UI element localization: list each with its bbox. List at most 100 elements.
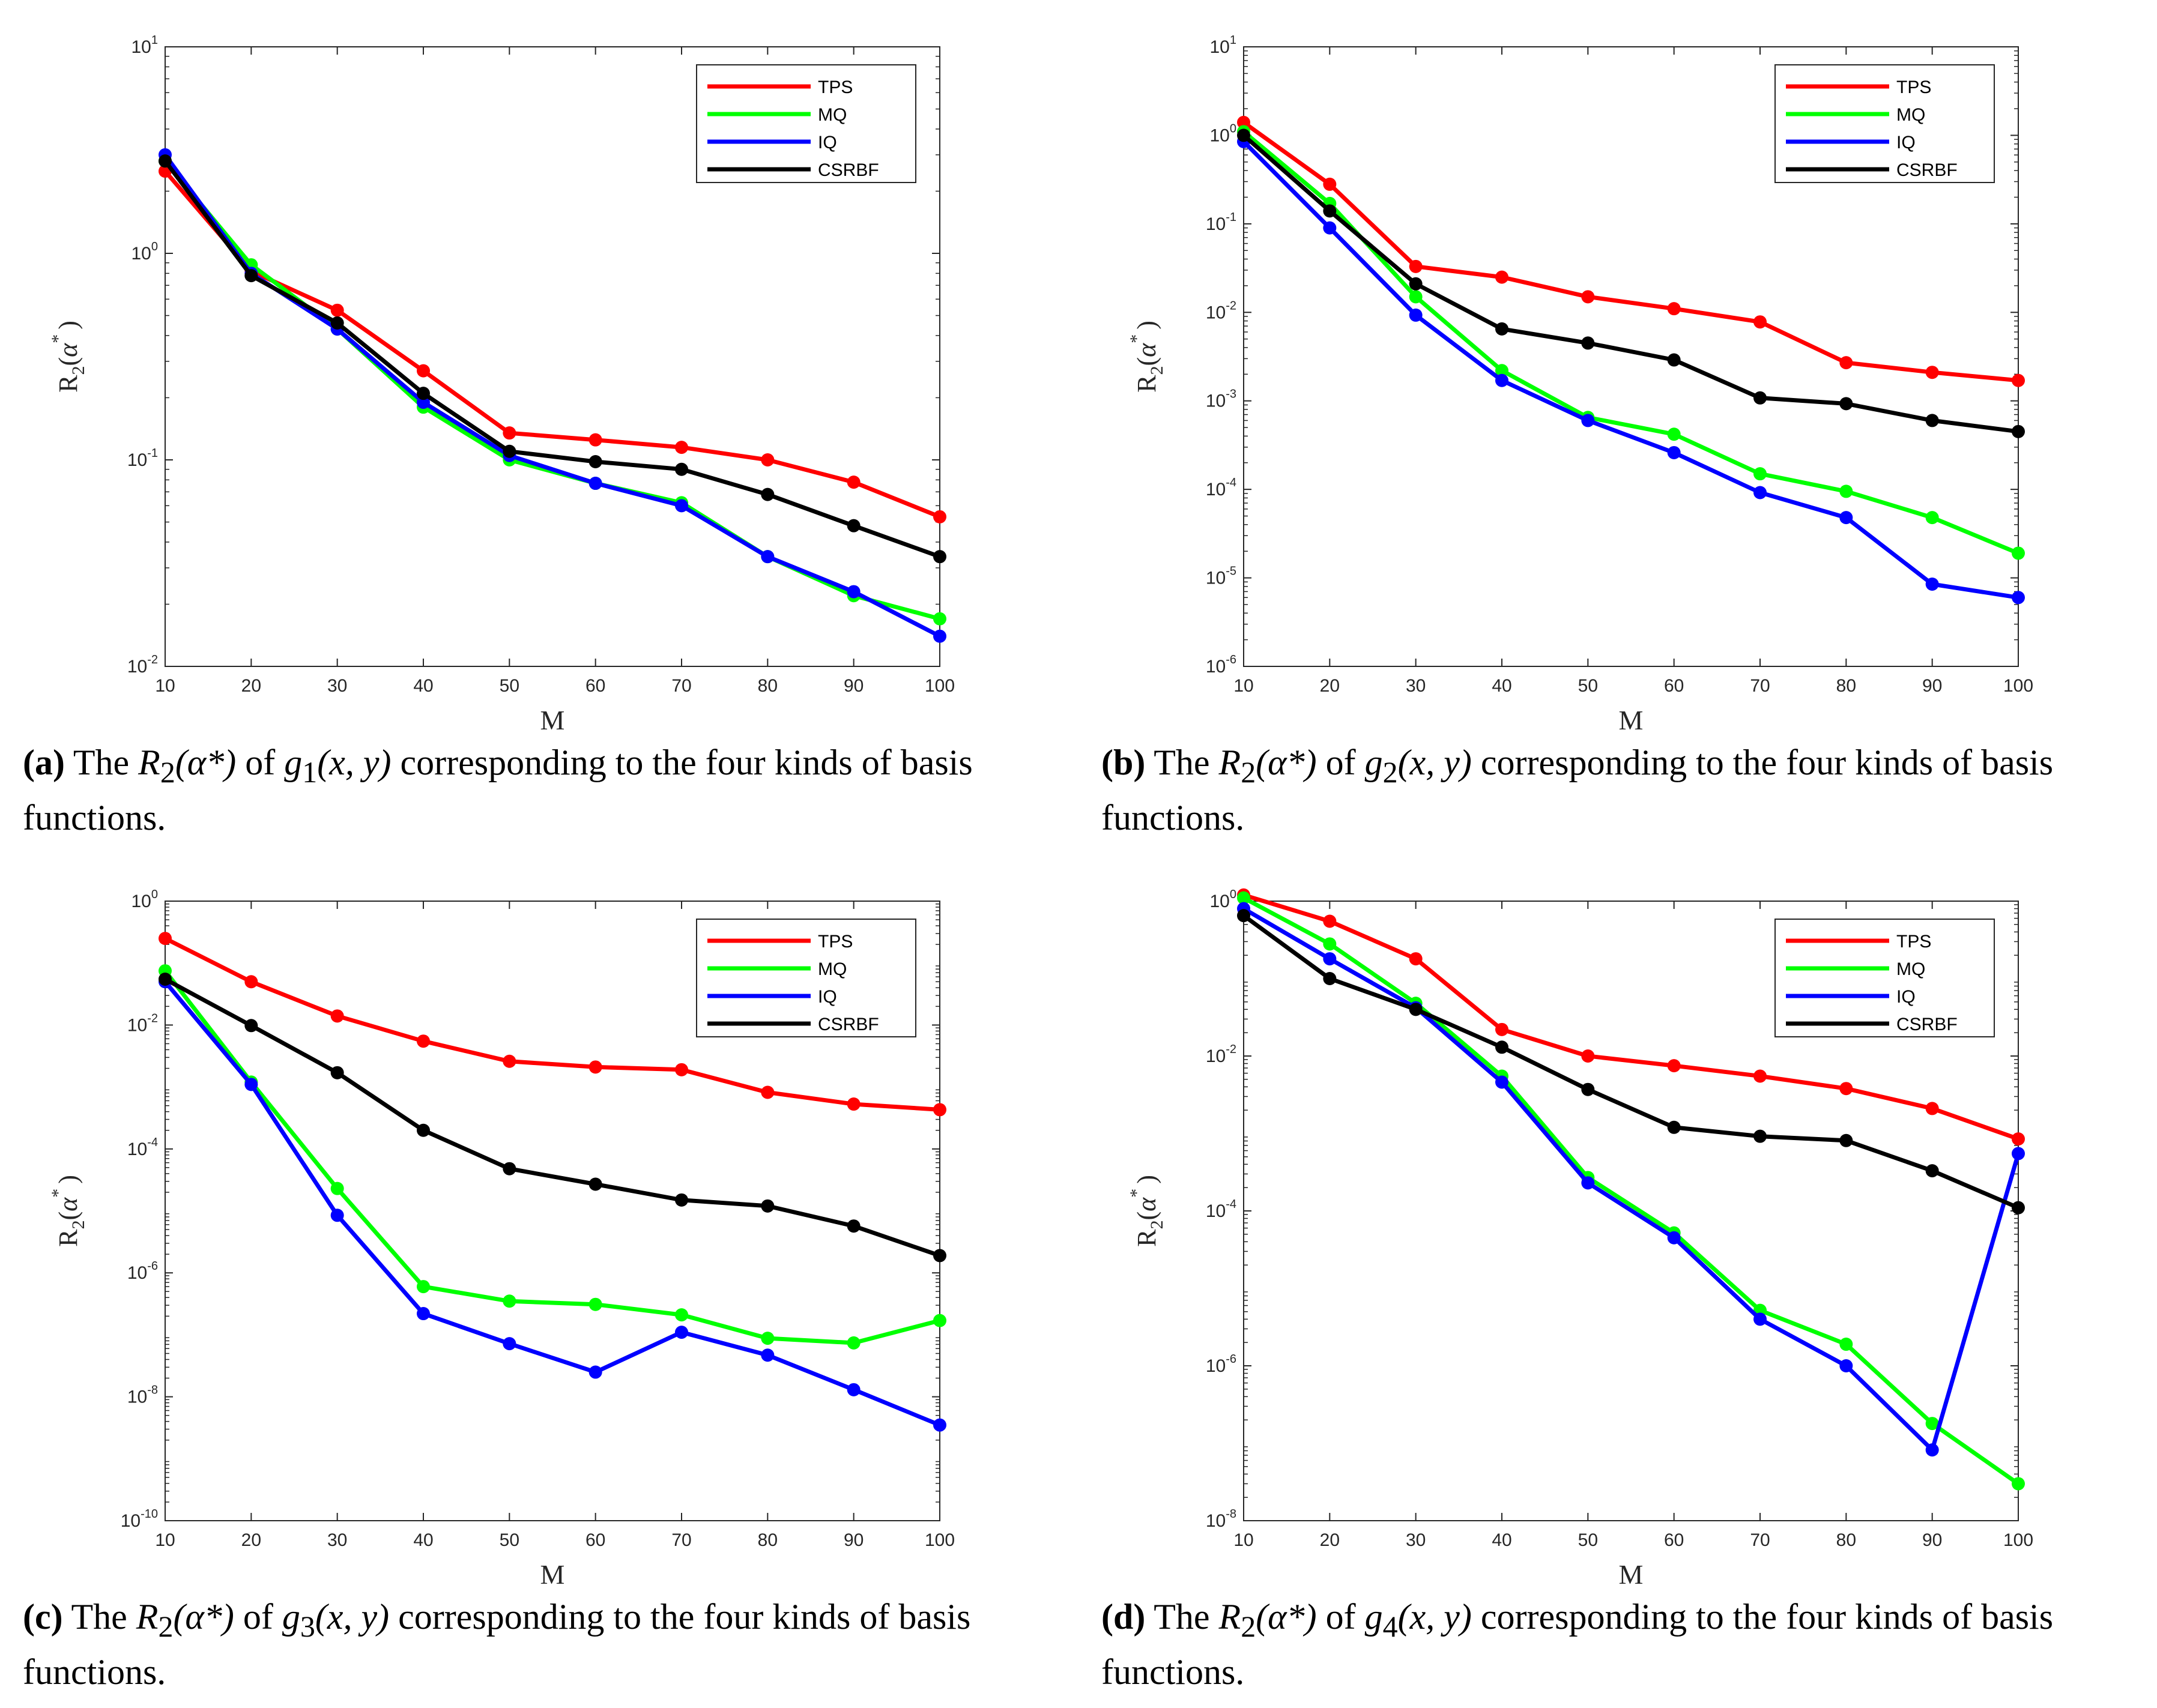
data-point-tps (1409, 952, 1423, 966)
chart-a: 10 20 30 40 50 60 70 80 90 100 10-2 10-1 100 101 TPS MQ… (48, 34, 955, 735)
data-point-iq (588, 477, 602, 490)
figure-panel-d: 10 20 30 40 50 60 70 80 90 100 10-8 10-6 10-4 10-2 100… (1078, 854, 2157, 1708)
series-line-csrbf (1242, 133, 2019, 434)
data-point-iq (1581, 1176, 1595, 1190)
caption-b-math1: R (1218, 743, 1241, 782)
y-tick-label: 100 (132, 240, 159, 264)
data-point-tps (503, 426, 516, 440)
caption-b-pre: The (1154, 743, 1219, 782)
data-point-mq (1925, 511, 1939, 525)
caption-d-post: corresponding to the four kinds of basis… (1101, 1597, 2054, 1692)
data-point-mq (588, 1297, 602, 1311)
caption-c-post: corresponding to the four kinds of basis… (23, 1597, 971, 1692)
caption-a-math3: g (284, 743, 303, 782)
data-point-csrbf (1323, 204, 1337, 218)
caption-c-math2: (α*) (173, 1597, 234, 1637)
x-tick-label: 20 (1320, 1530, 1340, 1550)
data-point-csrbf (330, 1066, 344, 1079)
data-point-mq (330, 1181, 344, 1195)
data-point-iq (1495, 373, 1508, 387)
data-point-tps (244, 975, 258, 989)
data-point-csrbf (761, 487, 775, 501)
y-tick-label: 10-10 (121, 1507, 158, 1531)
data-point-iq (330, 1209, 344, 1222)
data-point-iq (1581, 414, 1595, 427)
data-point-tps (1839, 1082, 1853, 1096)
x-tick-label: 40 (1492, 1530, 1511, 1550)
x-tick-label: 90 (844, 676, 864, 696)
data-point-iq (417, 1307, 430, 1321)
data-point-mq (933, 612, 946, 626)
x-tick-label: 90 (844, 1530, 864, 1550)
data-point-tps (847, 1097, 861, 1111)
data-point-tps (1323, 914, 1337, 928)
y-tick-label: 10-4 (1206, 1198, 1236, 1221)
x-tick-label: 10 (155, 676, 175, 696)
x-tick-label: 20 (241, 676, 261, 696)
x-tick-label: 30 (327, 676, 347, 696)
caption-a: (a) The R2(α*) of g1(x, y) corresponding… (23, 740, 1068, 840)
data-point-tps (159, 932, 172, 946)
caption-b-math2: (α*) (1256, 743, 1317, 782)
caption-b-mid: of (1316, 743, 1365, 782)
x-tick-label: 70 (671, 676, 691, 696)
chart-b: 10 20 30 40 50 60 70 80 90 100 10-6 10-5 10-4 10-3 10-… (1127, 34, 2033, 735)
x-tick-label: 40 (413, 676, 433, 696)
y-tick-label: 10-2 (1206, 1043, 1236, 1066)
y-axis-label: R2(α*) (48, 1175, 88, 1247)
data-point-csrbf (1409, 277, 1423, 291)
x-tick-label: 10 (155, 1530, 175, 1550)
data-point-csrbf (1667, 353, 1681, 367)
data-point-iq (1925, 1443, 1939, 1457)
y-tick-label: 10-1 (1206, 211, 1236, 234)
data-point-mq (2012, 546, 2025, 560)
data-point-iq (1323, 952, 1337, 966)
data-point-tps (1667, 302, 1681, 316)
data-point-tps (1237, 115, 1250, 129)
data-point-tps (1925, 1102, 1939, 1115)
legend-label-mq: MQ (818, 959, 847, 979)
data-point-mq (503, 1294, 516, 1308)
data-point-csrbf (675, 462, 688, 476)
caption-d-math3: g (1364, 1597, 1383, 1637)
caption-b-math3: g (1364, 743, 1383, 782)
caption-d-math2: (α*) (1256, 1597, 1317, 1637)
caption-c-letter: (c) (23, 1597, 63, 1637)
data-point-csrbf (1839, 397, 1853, 411)
data-point-csrbf (1409, 1003, 1423, 1016)
y-tick-label: 10-2 (127, 653, 158, 677)
y-tick-label: 100 (132, 888, 159, 911)
legend-label-iq: IQ (1896, 987, 1916, 1007)
series-line-iq (1242, 140, 2019, 600)
y-tick-label: 101 (1210, 34, 1237, 57)
caption-c-pre: The (71, 1597, 136, 1637)
x-axis-label: M (1619, 705, 1644, 735)
caption-c-mid: of (234, 1597, 282, 1637)
data-point-iq (933, 1418, 946, 1432)
caption-d-sub1: 2 (1241, 1610, 1256, 1643)
caption-c-sub3: 3 (300, 1610, 315, 1643)
data-point-iq (1839, 1359, 1853, 1372)
data-point-iq (1409, 308, 1423, 322)
data-point-csrbf (159, 972, 172, 986)
chart-c: 10 20 30 40 50 60 70 80 90 100 10-10 10-8 10-6 10-4 10… (48, 888, 955, 1590)
data-point-csrbf (847, 519, 861, 533)
caption-d-math4: (x, y) (1397, 1597, 1472, 1637)
x-tick-label: 100 (2003, 1530, 2033, 1550)
data-point-iq (761, 1348, 775, 1362)
caption-a-pre: The (73, 743, 139, 782)
legend-label-iq: IQ (1896, 133, 1916, 152)
data-point-tps (503, 1054, 516, 1068)
data-point-iq (761, 550, 775, 564)
data-point-iq (2012, 591, 2025, 605)
data-point-tps (675, 441, 688, 454)
data-point-mq (1495, 364, 1508, 378)
x-axis-label: M (1619, 1559, 1644, 1590)
y-tick-label: 10-5 (1206, 565, 1236, 588)
data-point-csrbf (1237, 128, 1250, 142)
data-point-csrbf (1495, 1040, 1508, 1054)
data-point-csrbf (503, 1162, 516, 1175)
series-line-tps (163, 169, 941, 519)
data-point-csrbf (2012, 1201, 2025, 1215)
chart-d: 10 20 30 40 50 60 70 80 90 100 10-8 10-6 10-4 10-2 100… (1127, 888, 2033, 1590)
